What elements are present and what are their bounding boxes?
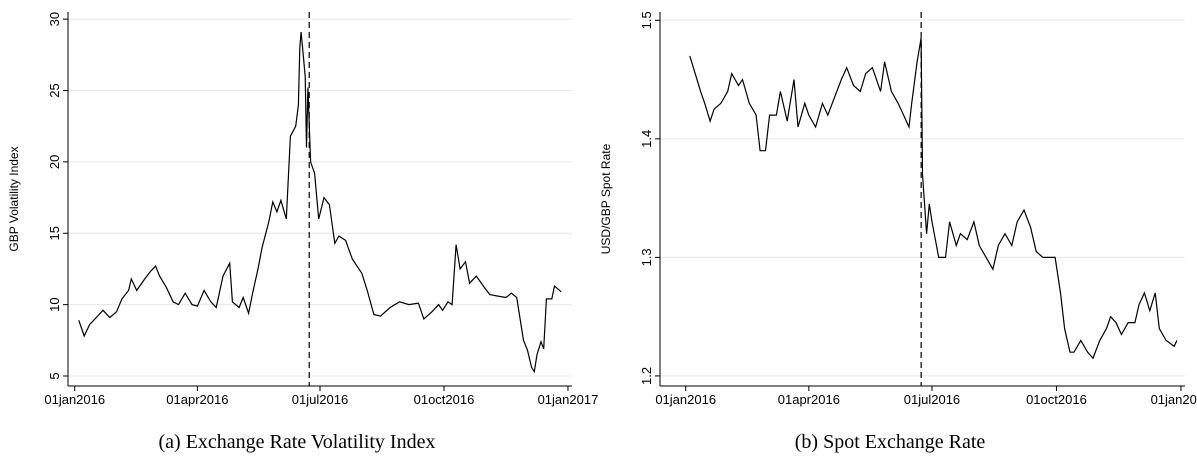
y-tick-label: 1.3 xyxy=(639,248,654,266)
y-axis-label: USD/GBP Spot Rate xyxy=(599,143,613,254)
x-tick-label: 01jul2016 xyxy=(904,392,960,407)
panel: 5 10 15 20 25 30 01jan2016 01apr2016 01jul2016 01… xyxy=(7,12,598,453)
x-tick-label: 01oct2016 xyxy=(414,392,475,407)
x-tick-label: 01oct2016 xyxy=(1026,392,1087,407)
caption: (b) Spot Exchange Rate xyxy=(795,431,986,453)
caption: (a) Exchange Rate Volatility Index xyxy=(159,431,436,453)
panel: 1.2 1.3 1.4 1.5 01jan2016 01apr2016 01jul2016 0… xyxy=(599,11,1197,453)
y-tick-label: 1.2 xyxy=(639,367,654,385)
x-tick-label: 01jan2016 xyxy=(655,392,716,407)
y-tick-label: 15 xyxy=(47,226,62,240)
y-tick-label: 1.5 xyxy=(639,11,654,29)
y-tick-label: 5 xyxy=(47,372,62,379)
x-tick-label: 01jan2017 xyxy=(538,392,599,407)
x-tick-label: 01jul2016 xyxy=(292,392,348,407)
line xyxy=(78,31,562,374)
y-tick-label: 30 xyxy=(47,12,62,26)
y-axis-label: GBP Volatility Index xyxy=(7,146,21,251)
x-tick-label: 01apr2016 xyxy=(166,392,228,407)
y-tick-label: 25 xyxy=(47,83,62,97)
y-tick-label: 10 xyxy=(47,297,62,311)
x-tick-label: 01jan2017 xyxy=(1151,392,1197,407)
x-tick-label: 01jan2016 xyxy=(44,392,105,407)
x-tick-label: 01apr2016 xyxy=(778,392,840,407)
line xyxy=(689,38,1178,360)
y-tick-label: 20 xyxy=(47,155,62,169)
y-tick-label: 1.4 xyxy=(639,130,654,148)
